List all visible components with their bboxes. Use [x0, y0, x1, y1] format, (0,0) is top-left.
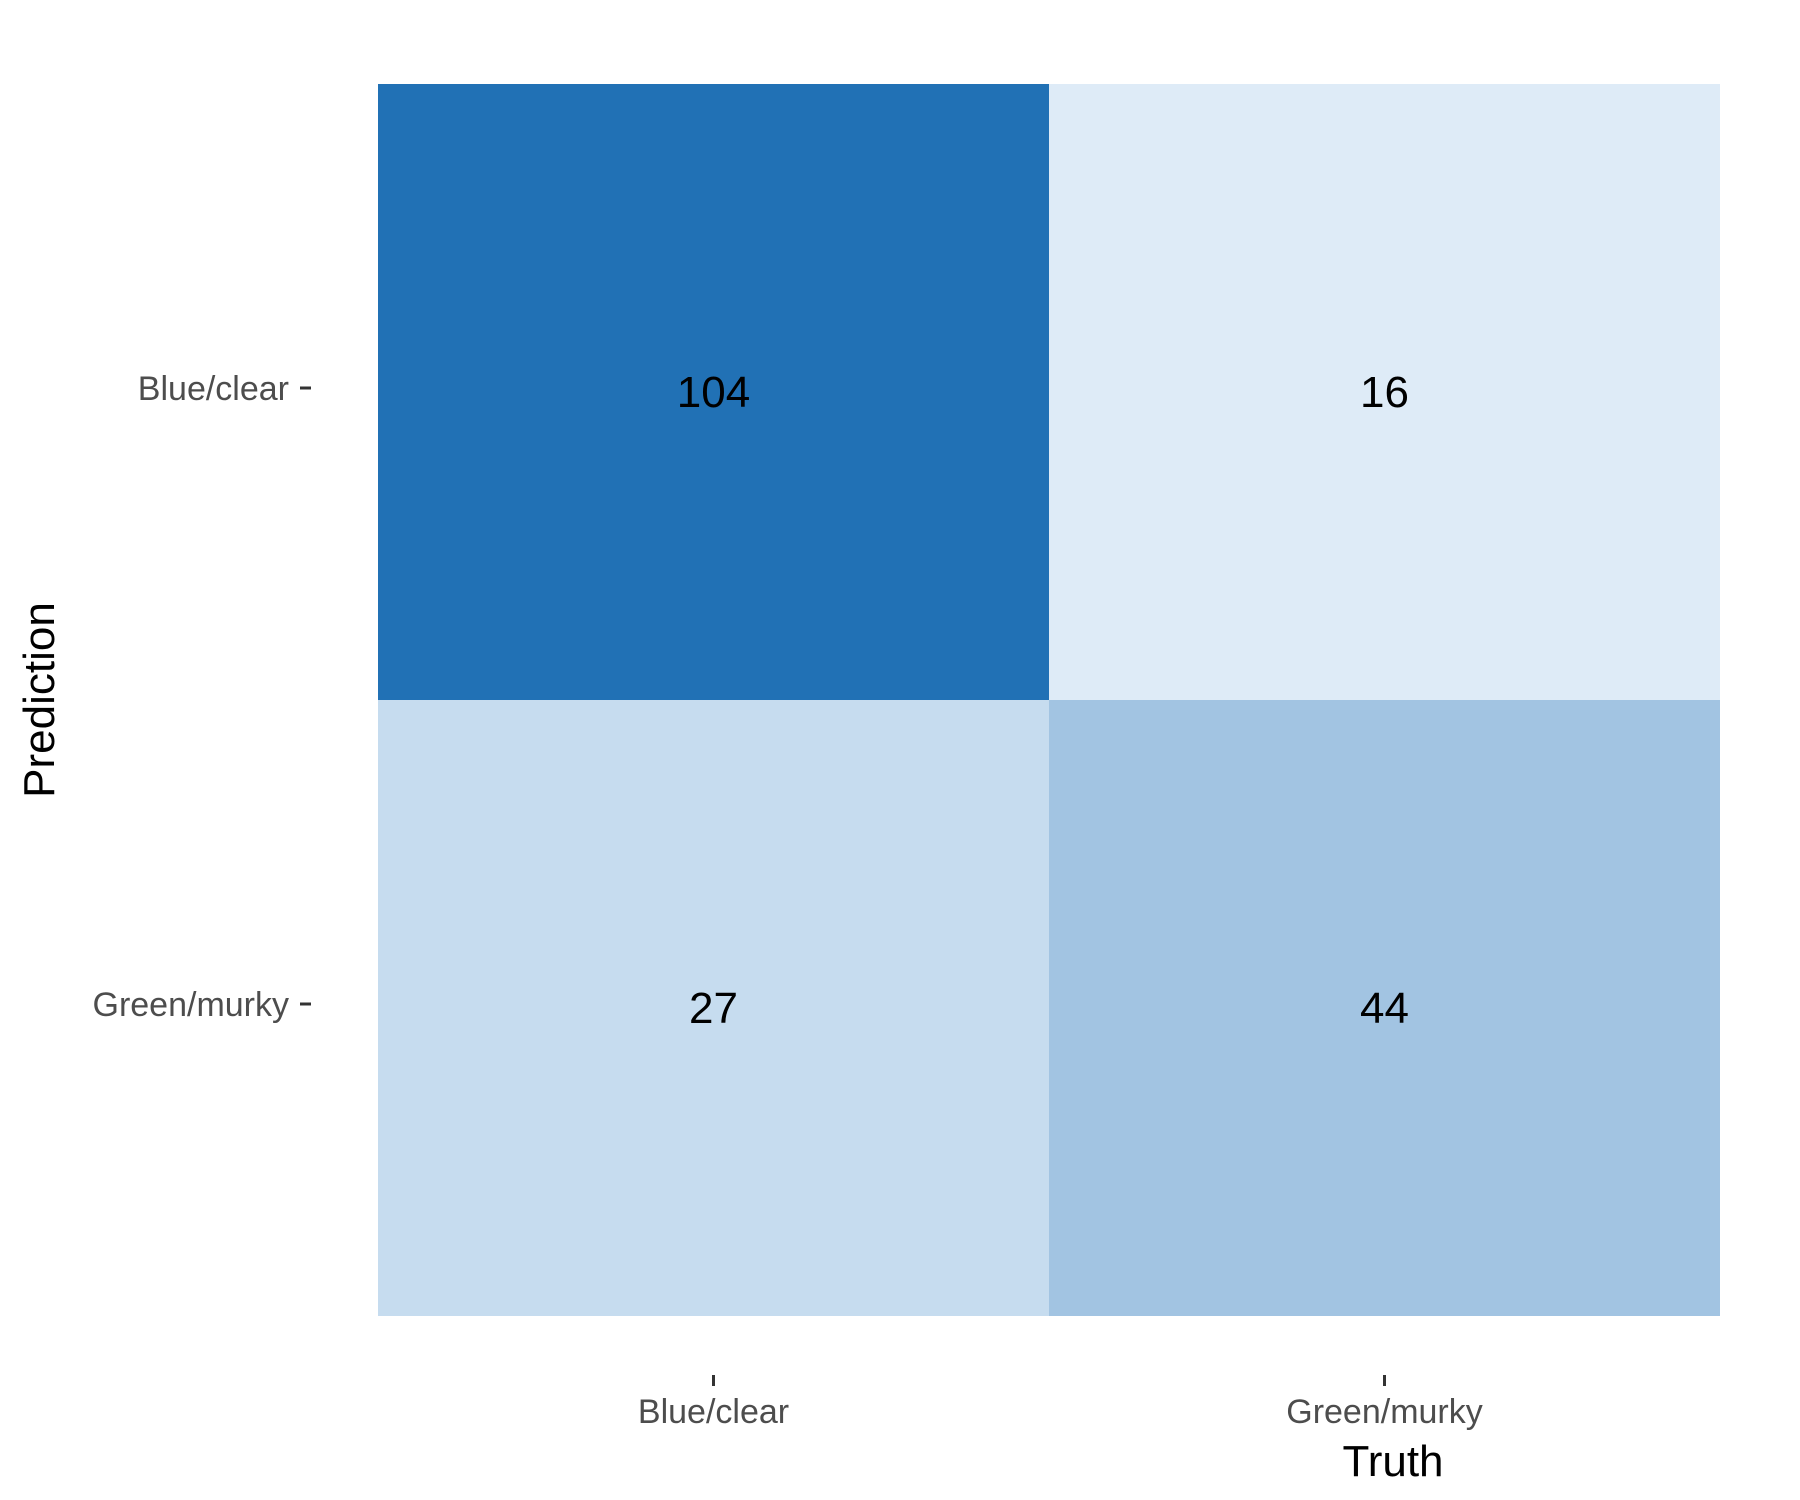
heatmap-cell-blue-clear-green-murky — [1049, 84, 1720, 700]
y-axis-title: Prediction — [15, 602, 64, 798]
heatmap-cells — [378, 84, 1720, 1316]
y-tick-label: Green/murky — [93, 986, 290, 1024]
cell-value-labels: 104 16 27 44 — [677, 368, 1409, 1033]
cell-value-label: 44 — [1360, 984, 1409, 1033]
heatmap-cell-green-murky-green-murky — [1049, 700, 1720, 1316]
x-tick-label: Green/murky — [1286, 1393, 1483, 1431]
y-tick-label: Blue/clear — [138, 370, 289, 408]
x-axis: Blue/clear Green/murky — [638, 1375, 1483, 1431]
cell-value-label: 27 — [689, 984, 738, 1033]
heatmap-cell-green-murky-blue-clear — [378, 700, 1049, 1316]
x-axis-title: Truth — [1342, 1437, 1443, 1486]
heatmap-cell-blue-clear-blue-clear — [378, 84, 1049, 700]
cell-value-label: 104 — [677, 368, 750, 417]
cell-value-label: 16 — [1360, 368, 1409, 417]
y-axis: Blue/clear Green/murky — [93, 370, 311, 1024]
x-tick-label: Blue/clear — [638, 1393, 789, 1431]
